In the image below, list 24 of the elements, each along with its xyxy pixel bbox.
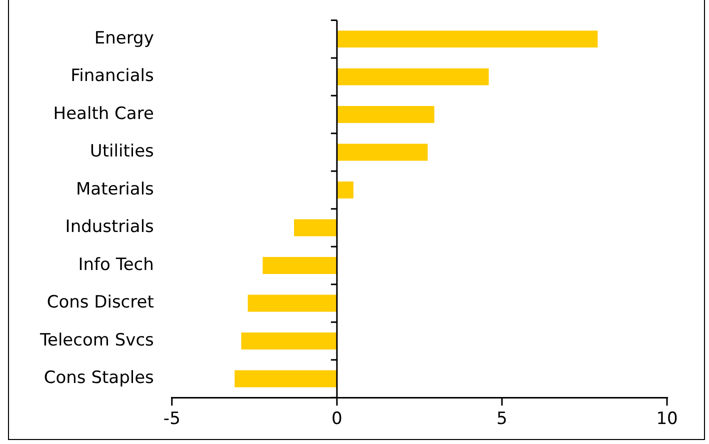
y-tick-label: Financials: [70, 66, 154, 86]
bar: [248, 294, 337, 312]
y-tick-label: Telecom Svcs: [38, 330, 154, 350]
x-tick-label: 10: [656, 409, 678, 430]
bar: [294, 219, 337, 236]
y-tick-label: Utilities: [90, 142, 154, 162]
bar: [336, 30, 598, 48]
bar: [234, 370, 337, 388]
y-tick-label: Materials: [76, 179, 154, 200]
bar: [241, 332, 337, 350]
y-tick-label: Cons Staples: [44, 368, 154, 388]
x-tick-label: 0: [332, 409, 342, 430]
y-tick-label: Energy: [94, 28, 154, 48]
x-tick-label: 5: [496, 409, 508, 430]
bar: [336, 106, 434, 124]
bar: [336, 68, 489, 86]
y-tick-label: Info Tech: [78, 254, 154, 275]
bar: [336, 144, 428, 161]
y-tick-label: Industrials: [65, 217, 154, 238]
y-tick-label: Cons Discret: [46, 292, 154, 313]
bar: [262, 257, 337, 274]
x-tick-label: -5: [163, 409, 180, 430]
bar: [336, 182, 354, 199]
y-tick-label: Health Care: [53, 104, 154, 124]
